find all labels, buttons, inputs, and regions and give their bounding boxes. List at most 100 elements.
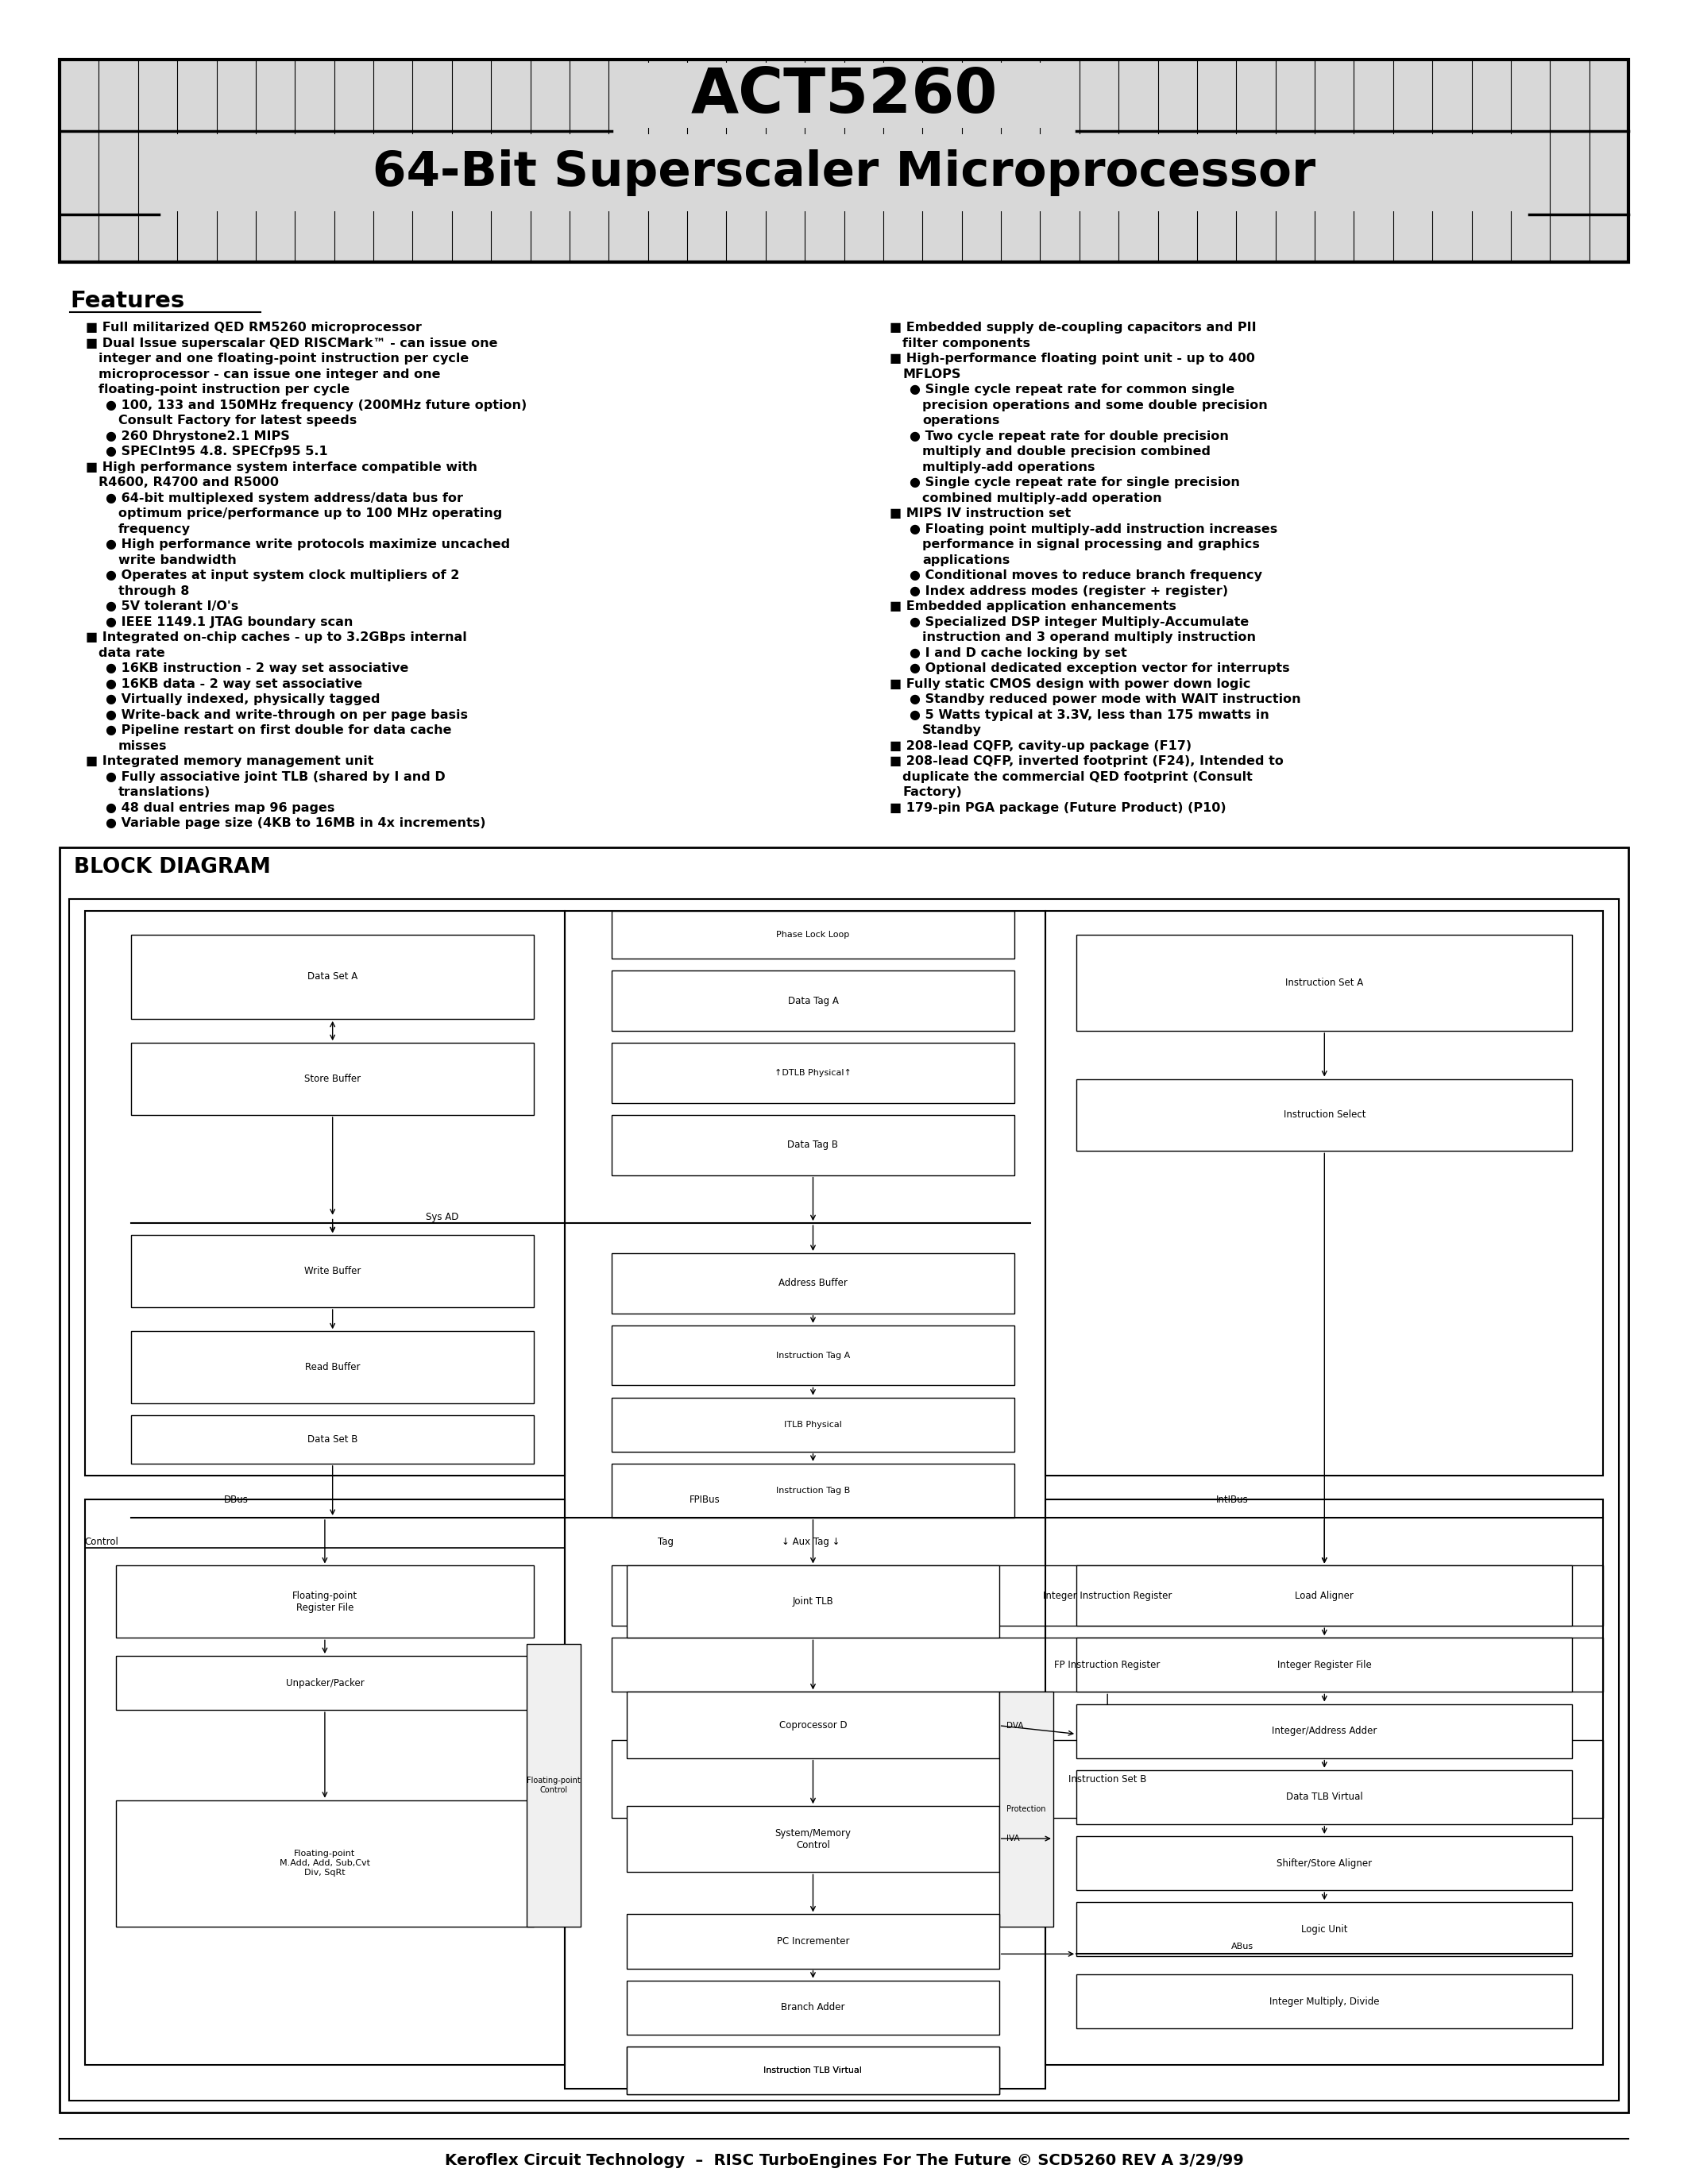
Bar: [1077, 1638, 1573, 1693]
Bar: [611, 1463, 1014, 1518]
Text: DBus: DBus: [225, 1494, 248, 1505]
Text: frequency: frequency: [118, 522, 191, 535]
Text: Logic Unit: Logic Unit: [1301, 1924, 1347, 1935]
Text: Κeroflex Circuit Technology  –  RISC TurboEngines For The Future © SCD5260 REV A: Κeroflex Circuit Technology – RISC Turbo…: [444, 2153, 1244, 2169]
Bar: [611, 1254, 1014, 1313]
Text: Instruction Tag B: Instruction Tag B: [776, 1487, 851, 1494]
Bar: [611, 1042, 1014, 1103]
Text: Instruction Tag A: Instruction Tag A: [776, 1352, 851, 1358]
Text: ■ Integrated on-chip caches - up to 3.2GBps internal: ■ Integrated on-chip caches - up to 3.2G…: [86, 631, 468, 644]
Bar: [611, 970, 1014, 1031]
Bar: [132, 1236, 533, 1308]
Text: ● Pipeline restart on first double for data cache: ● Pipeline restart on first double for d…: [106, 725, 452, 736]
Text: ABus: ABus: [1232, 1944, 1254, 1950]
Text: Standby: Standby: [922, 725, 982, 736]
Text: Integer Multiply, Divide: Integer Multiply, Divide: [1269, 1996, 1379, 2007]
Text: ■ High performance system interface compatible with: ■ High performance system interface comp…: [86, 461, 478, 474]
Text: ITLB Physical: ITLB Physical: [783, 1420, 842, 1428]
Text: ■ Fully static CMOS design with power down logic: ■ Fully static CMOS design with power do…: [890, 677, 1251, 690]
Text: ■ Full militarized QED RM5260 microprocessor: ■ Full militarized QED RM5260 microproce…: [86, 321, 422, 334]
Bar: [1077, 1974, 1573, 2029]
Bar: [159, 133, 1529, 212]
Text: write bandwidth: write bandwidth: [118, 555, 236, 566]
Text: ● Operates at input system clock multipliers of 2: ● Operates at input system clock multipl…: [106, 570, 459, 581]
Bar: [1045, 1500, 1604, 2064]
Bar: [626, 1981, 999, 2035]
Bar: [626, 2046, 999, 2094]
Text: ● I and D cache locking by set: ● I and D cache locking by set: [910, 646, 1128, 660]
Text: Load Aligner: Load Aligner: [1295, 1590, 1354, 1601]
Text: instruction and 3 operand multiply instruction: instruction and 3 operand multiply instr…: [922, 631, 1256, 644]
Text: Write Buffer: Write Buffer: [304, 1267, 361, 1275]
Bar: [84, 1500, 565, 2064]
Bar: [59, 847, 1629, 2112]
Text: ● Index address modes (register + register): ● Index address modes (register + regist…: [910, 585, 1229, 596]
Text: Integer Register File: Integer Register File: [1278, 1660, 1372, 1671]
Bar: [1045, 911, 1604, 1476]
Text: Sys AD: Sys AD: [425, 1212, 459, 1223]
Text: ● 16KB data - 2 way set associative: ● 16KB data - 2 way set associative: [106, 677, 363, 690]
Bar: [611, 63, 1077, 129]
Text: ■ 208-lead CQFP, inverted footprint (F24), Intended to: ■ 208-lead CQFP, inverted footprint (F24…: [890, 756, 1283, 767]
Text: ● Conditional moves to reduce branch frequency: ● Conditional moves to reduce branch fre…: [910, 570, 1263, 581]
Text: ● Fully associative joint TLB (shared by I and D: ● Fully associative joint TLB (shared by…: [106, 771, 446, 782]
Text: IVA: IVA: [1006, 1835, 1020, 1843]
Text: Integer Instruction Register: Integer Instruction Register: [1043, 1590, 1171, 1601]
Text: ■ Embedded application enhancements: ■ Embedded application enhancements: [890, 601, 1177, 612]
Text: BLOCK DIAGRAM: BLOCK DIAGRAM: [74, 856, 270, 878]
Text: Data Tag A: Data Tag A: [788, 996, 839, 1007]
Bar: [84, 911, 565, 1476]
Bar: [611, 1638, 1604, 1693]
Text: Store Buffer: Store Buffer: [304, 1075, 361, 1083]
Bar: [1077, 935, 1573, 1031]
Text: ■ 208-lead CQFP, cavity-up package (F17): ■ 208-lead CQFP, cavity-up package (F17): [890, 740, 1192, 751]
Bar: [59, 59, 1629, 262]
Text: ● Floating point multiply-add instruction increases: ● Floating point multiply-add instructio…: [910, 522, 1278, 535]
Text: Instruction Set B: Instruction Set B: [1069, 1773, 1146, 1784]
Text: Data Set B: Data Set B: [307, 1435, 358, 1444]
Text: operations: operations: [922, 415, 999, 426]
Text: ● Variable page size (4KB to 16MB in 4x increments): ● Variable page size (4KB to 16MB in 4x …: [106, 817, 486, 830]
Text: misses: misses: [118, 740, 167, 751]
Text: through 8: through 8: [118, 585, 189, 596]
Bar: [132, 935, 533, 1018]
Text: performance in signal processing and graphics: performance in signal processing and gra…: [922, 539, 1259, 550]
Text: optimum price/performance up to 100 MHz operating: optimum price/performance up to 100 MHz …: [118, 507, 503, 520]
Text: ● Virtually indexed, physically tagged: ● Virtually indexed, physically tagged: [106, 692, 380, 705]
Text: Features: Features: [69, 290, 184, 312]
Text: combined multiply-add operation: combined multiply-add operation: [922, 491, 1161, 505]
Bar: [1077, 1079, 1573, 1151]
Text: Read Buffer: Read Buffer: [306, 1363, 360, 1372]
Text: 64-Bit Superscaler Microprocessor: 64-Bit Superscaler Microprocessor: [373, 149, 1315, 197]
Text: R4600, R4700 and R5000: R4600, R4700 and R5000: [98, 476, 279, 489]
Text: multiply-add operations: multiply-add operations: [922, 461, 1096, 474]
Text: Factory): Factory): [903, 786, 962, 797]
Text: ■ 179-pin PGA package (Future Product) (P10): ■ 179-pin PGA package (Future Product) (…: [890, 802, 1225, 815]
Bar: [1077, 1902, 1573, 1957]
Text: ● 64-bit multiplexed system address/data bus for: ● 64-bit multiplexed system address/data…: [106, 491, 463, 505]
Text: Shifter/Store Aligner: Shifter/Store Aligner: [1276, 1859, 1372, 1867]
Text: Instruction Select: Instruction Select: [1283, 1109, 1366, 1120]
Text: Control: Control: [84, 1538, 118, 1546]
Bar: [611, 1116, 1014, 1175]
Text: FP Instruction Register: FP Instruction Register: [1055, 1660, 1160, 1671]
Text: DVA: DVA: [1006, 1721, 1025, 1730]
Text: applications: applications: [922, 555, 1009, 566]
Text: ● Optional dedicated exception vector for interrupts: ● Optional dedicated exception vector fo…: [910, 662, 1290, 675]
Text: floating-point instruction per cycle: floating-point instruction per cycle: [98, 384, 349, 395]
Text: MFLOPS: MFLOPS: [903, 369, 960, 380]
Text: ■ High-performance floating point unit - up to 400: ■ High-performance floating point unit -…: [890, 352, 1254, 365]
Bar: [132, 1332, 533, 1404]
Text: ● Two cycle repeat rate for double precision: ● Two cycle repeat rate for double preci…: [910, 430, 1229, 441]
Text: Data Set A: Data Set A: [307, 972, 358, 983]
Text: translations): translations): [118, 786, 211, 797]
Text: ■ Dual Issue superscalar QED RISCMark™ - can issue one: ■ Dual Issue superscalar QED RISCMark™ -…: [86, 336, 498, 349]
Text: Phase Lock Loop: Phase Lock Loop: [776, 930, 849, 939]
Bar: [132, 1042, 533, 1116]
Text: ● 5V tolerant I/O's: ● 5V tolerant I/O's: [106, 601, 238, 612]
Text: Instruction Set A: Instruction Set A: [1285, 978, 1364, 987]
Text: ACT5260: ACT5260: [690, 66, 998, 124]
Bar: [1077, 1837, 1573, 1891]
Bar: [1077, 1704, 1573, 1758]
Bar: [69, 898, 1619, 2101]
